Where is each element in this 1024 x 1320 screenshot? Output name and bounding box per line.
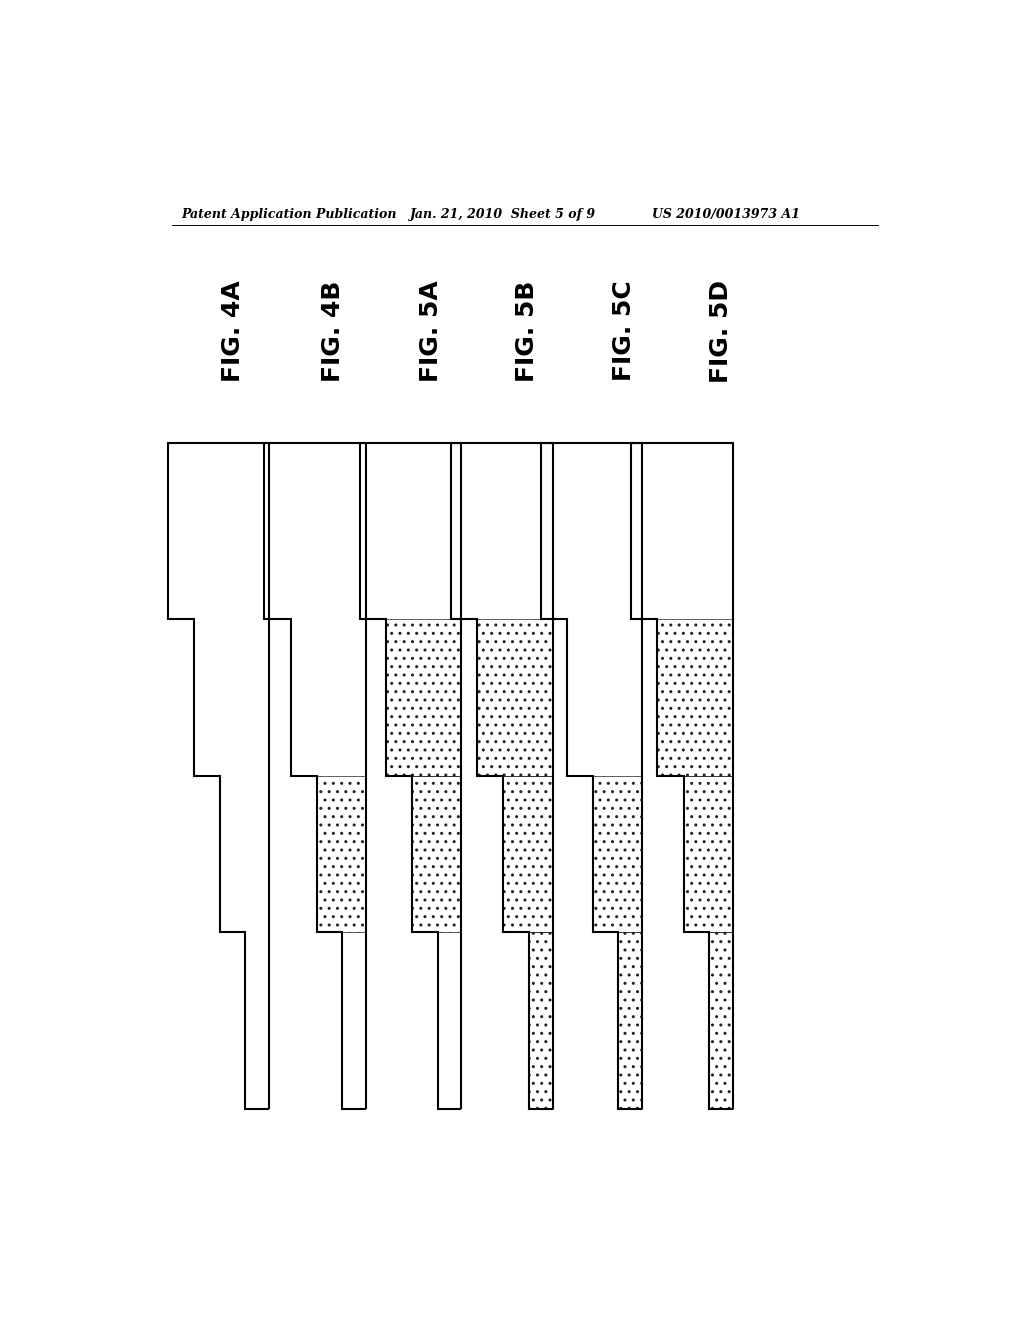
Text: FIG. 4A: FIG. 4A: [221, 280, 245, 381]
Text: US 2010/0013973 A1: US 2010/0013973 A1: [652, 209, 800, 222]
Bar: [618, 932, 642, 1109]
Bar: [593, 776, 642, 932]
Bar: [709, 932, 733, 1109]
Bar: [477, 619, 553, 776]
Bar: [657, 619, 733, 776]
Text: Jan. 21, 2010  Sheet 5 of 9: Jan. 21, 2010 Sheet 5 of 9: [410, 209, 596, 222]
Bar: [528, 932, 553, 1109]
Text: Patent Application Publication: Patent Application Publication: [181, 209, 396, 222]
Text: FIG. 5B: FIG. 5B: [515, 280, 540, 381]
Text: FIG. 5A: FIG. 5A: [419, 280, 443, 381]
Text: FIG. 5C: FIG. 5C: [612, 280, 636, 381]
Bar: [504, 776, 553, 932]
Text: FIG. 5D: FIG. 5D: [709, 280, 733, 383]
Bar: [386, 619, 461, 776]
Bar: [412, 776, 461, 932]
Bar: [684, 776, 733, 932]
Bar: [316, 776, 367, 932]
Text: FIG. 4B: FIG. 4B: [321, 280, 345, 381]
